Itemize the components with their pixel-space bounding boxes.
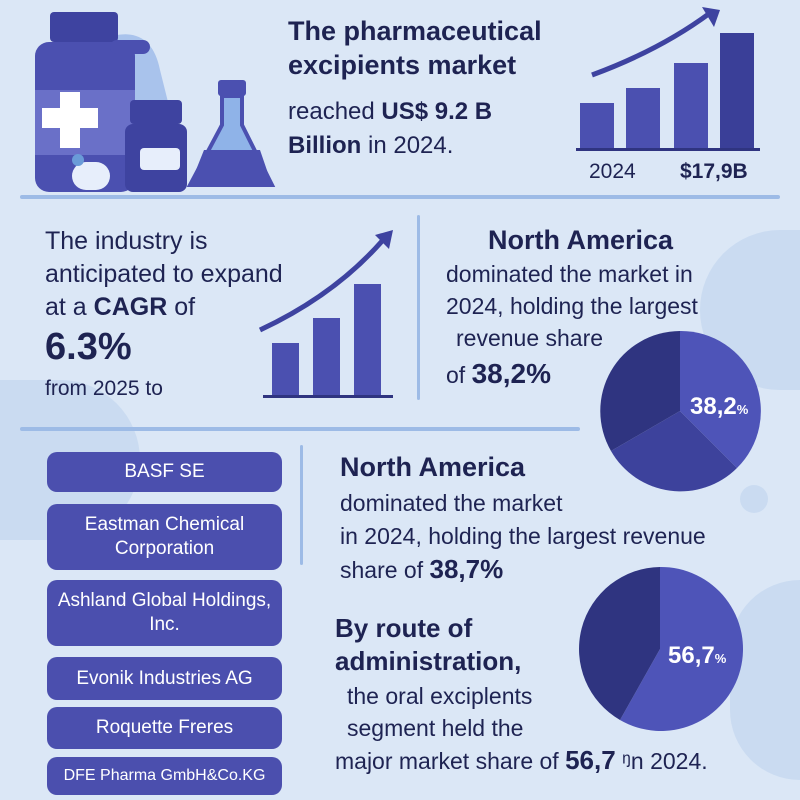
background-blob (740, 485, 768, 513)
cagr-bar-chart-icon (258, 230, 393, 398)
company-basf[interactable]: BASF SE (47, 452, 282, 492)
market-value: US$ 9.2 B (381, 98, 493, 125)
pie-slice (620, 566, 744, 731)
divider (20, 195, 780, 199)
medicine-illustration-icon (35, 12, 276, 192)
region2-line-2: in 2024, holding the largest revenue (340, 523, 706, 549)
company-eastman[interactable]: Eastman Chemical Corporation (47, 504, 282, 570)
region1-line-3: revenue share (456, 325, 604, 351)
company-ashland[interactable]: Ashland Global Holdings, Inc. (47, 580, 282, 646)
pie-label: 56,7% (668, 642, 727, 669)
pie-slice (600, 331, 680, 451)
region2-line-1: dominated the market (340, 490, 563, 516)
route-pie-chart (579, 566, 744, 731)
pie-slice (680, 330, 761, 468)
route-line-1: the oral exciplents (347, 683, 533, 709)
region2-line-3: share of 38,7% (340, 554, 504, 584)
company-dfe-pharma[interactable]: DFE Pharma GmbH&Co.KG (47, 757, 282, 795)
growth-bar-chart-icon (576, 7, 760, 151)
route-line-2: segment held the (347, 715, 524, 741)
title-line-1: The pharmaceutical (288, 16, 542, 46)
region1-share: of 38,2% (446, 358, 551, 389)
region-pie-chart (600, 330, 761, 492)
cagr-period: from 2025 to (45, 377, 163, 400)
billion-text: Billion in 2024. (288, 132, 454, 159)
region1-heading: North America (488, 225, 674, 255)
divider (300, 445, 303, 565)
bar-label-year: 2024 (589, 160, 636, 183)
title-line-2: excipients market (288, 50, 517, 80)
cagr-line-2: anticipated to expand (45, 260, 283, 288)
pie-label: 38,2% (690, 393, 749, 420)
region1-line-2: 2024, holding the largest (446, 293, 698, 319)
company-evonik[interactable]: Evonik Industries AG (47, 657, 282, 700)
route-line-3: major market share of 56,7 ᵑn 2024. (335, 745, 708, 775)
divider (417, 215, 420, 400)
cagr-line-3: at a CAGR of (45, 293, 196, 321)
background-blob (730, 580, 800, 780)
company-roquette[interactable]: Roquette Freres (47, 707, 282, 749)
region2-heading: North America (340, 452, 526, 482)
region1-line-1: dominated the market in (446, 261, 693, 287)
pie-slice (611, 411, 737, 492)
divider (20, 427, 580, 431)
pie-slice (579, 567, 660, 720)
cagr-line-1: The industry is (45, 227, 208, 255)
route-heading-1: By route of (335, 613, 473, 643)
reached-text: reached US$ 9.2 B (288, 98, 493, 125)
route-heading-2: administration, (335, 646, 522, 676)
cagr-value: 6.3% (45, 326, 132, 368)
bar-label-value: $17,9B (680, 160, 748, 183)
